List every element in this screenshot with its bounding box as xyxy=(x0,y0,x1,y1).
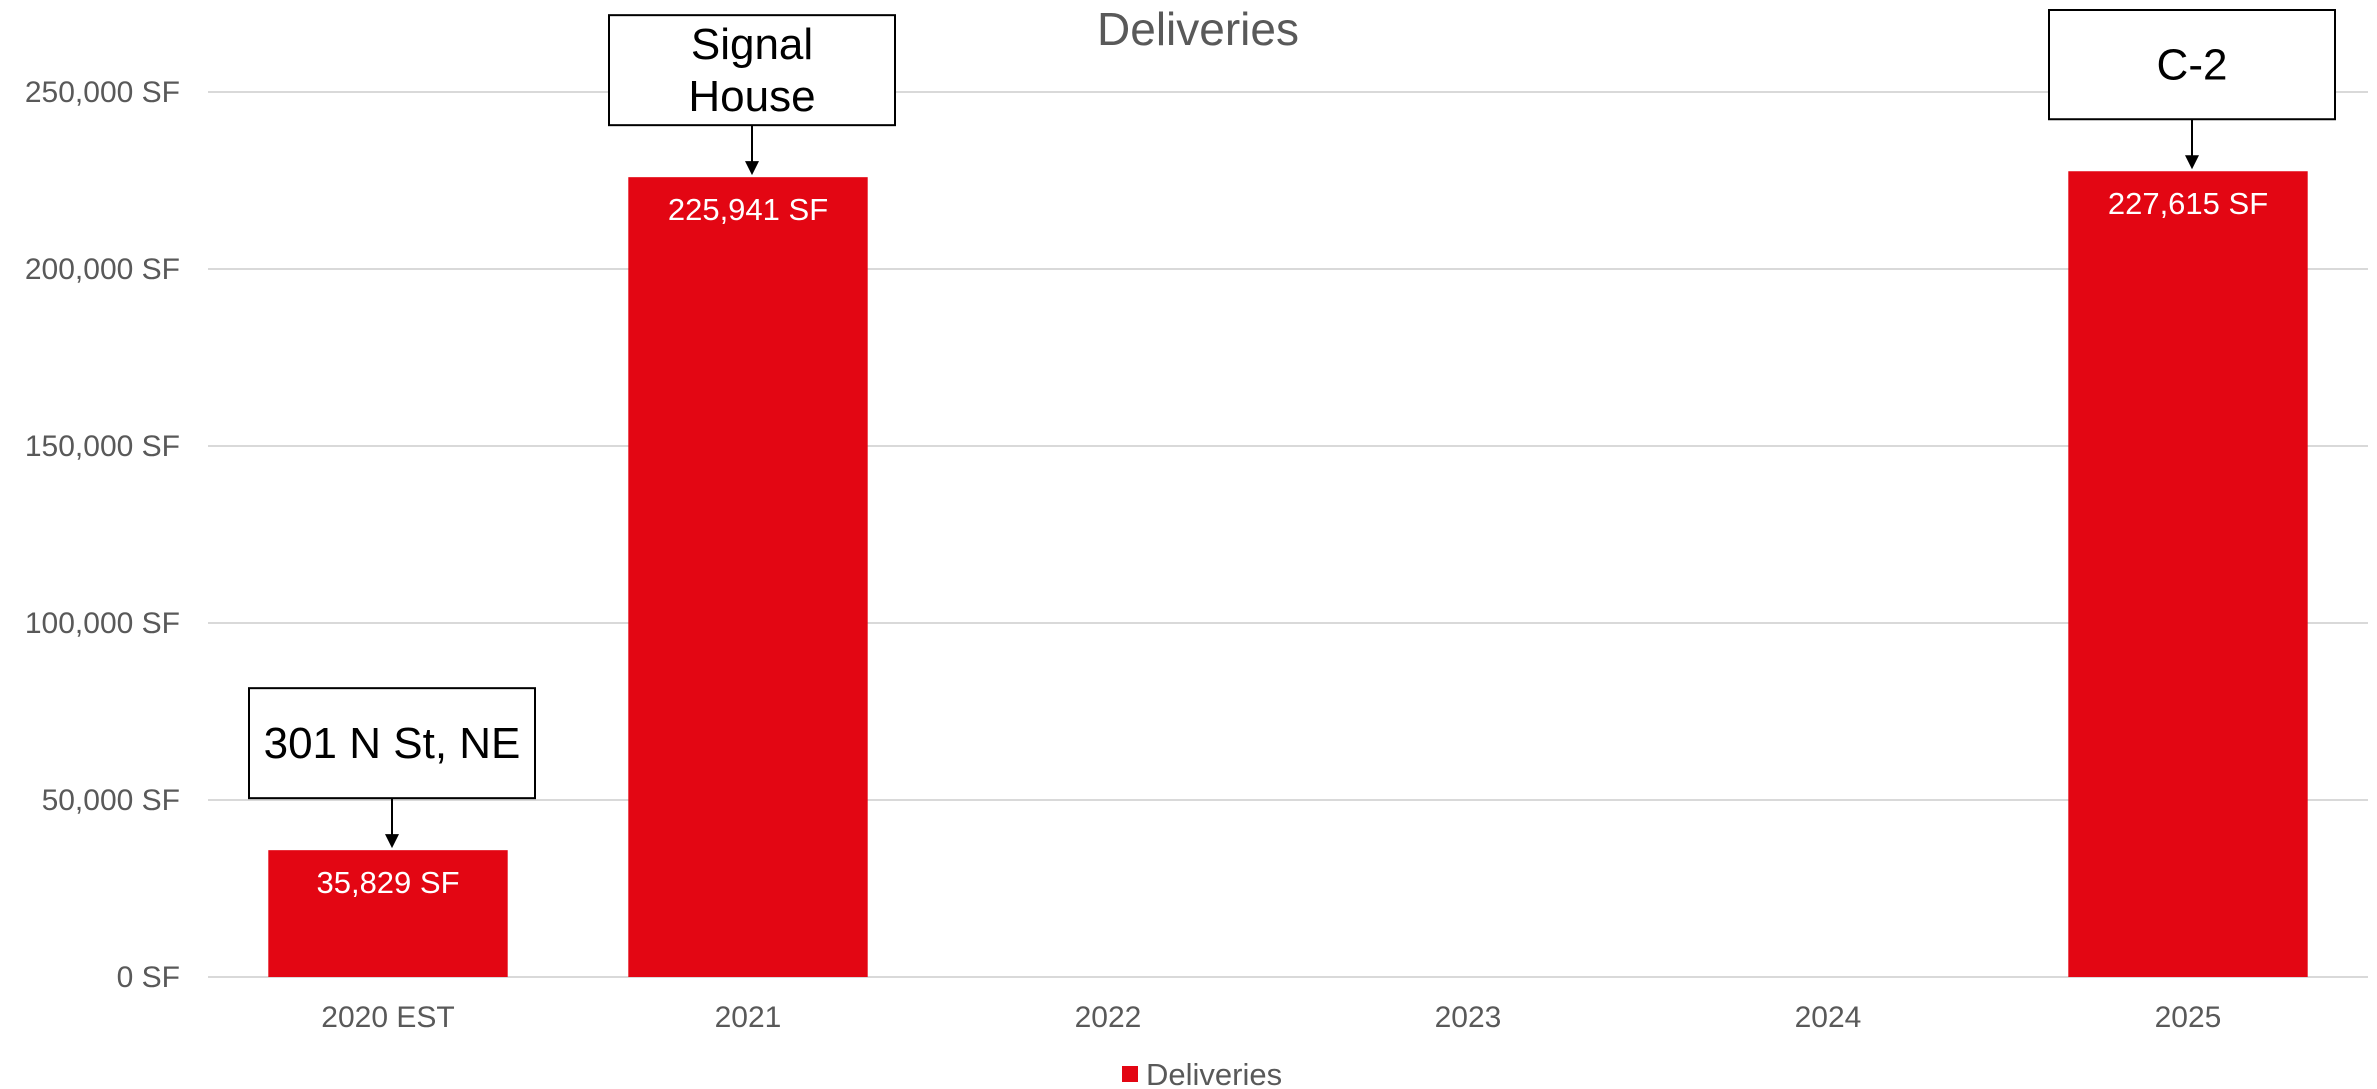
chart-title: Deliveries xyxy=(1097,3,1299,55)
x-tick-label: 2024 xyxy=(1795,1001,1862,1034)
y-axis-ticks: 0 SF 50,000 SF 100,000 SF 150,000 SF 200,000… xyxy=(25,76,180,994)
bar xyxy=(2068,171,2308,977)
legend: Deliveries xyxy=(1122,1057,1282,1089)
callout: 301 N St, NE xyxy=(248,687,536,849)
y-tick-label: 250,000 SF xyxy=(25,76,180,109)
legend-label: Deliveries xyxy=(1146,1057,1282,1089)
x-tick-label: 2025 xyxy=(2155,1001,2222,1034)
callout-arrow-head xyxy=(385,834,399,849)
y-tick-label: 200,000 SF xyxy=(25,253,180,286)
bars: 35,829 SF 225,941 SF 227,615 SF xyxy=(268,171,2308,978)
callout-text: House xyxy=(688,72,815,121)
gridlines xyxy=(208,91,2368,978)
x-tick-label: 2023 xyxy=(1435,1001,1502,1034)
bar xyxy=(628,177,868,978)
callout-text: Signal xyxy=(691,20,813,69)
callout-box xyxy=(2048,9,2336,121)
callout: C-2 xyxy=(2048,9,2336,170)
x-tick-label: 2020 EST xyxy=(321,1001,454,1034)
callout-box xyxy=(608,14,896,127)
bar xyxy=(268,850,508,977)
callout-arrow-head xyxy=(745,161,759,176)
y-tick-label: 0 SF xyxy=(117,961,180,994)
callout-arrow-head xyxy=(2185,155,2199,170)
legend-swatch xyxy=(1122,1066,1138,1082)
data-label: 227,615 SF xyxy=(2108,186,2268,221)
callout-text: C-2 xyxy=(2157,41,2228,90)
x-tick-label: 2021 xyxy=(715,1001,782,1034)
x-axis-ticks: 2020 EST 2021 2022 2023 2024 2025 xyxy=(321,1001,2221,1034)
data-label: 225,941 SF xyxy=(668,192,828,227)
x-tick-label: 2022 xyxy=(1075,1001,1142,1034)
callout-text: 301 N St, NE xyxy=(264,719,521,768)
callout-box xyxy=(248,687,536,800)
y-tick-label: 100,000 SF xyxy=(25,607,180,640)
data-label: 35,829 SF xyxy=(316,865,459,900)
y-tick-label: 150,000 SF xyxy=(25,430,180,463)
y-tick-label: 50,000 SF xyxy=(42,784,180,817)
